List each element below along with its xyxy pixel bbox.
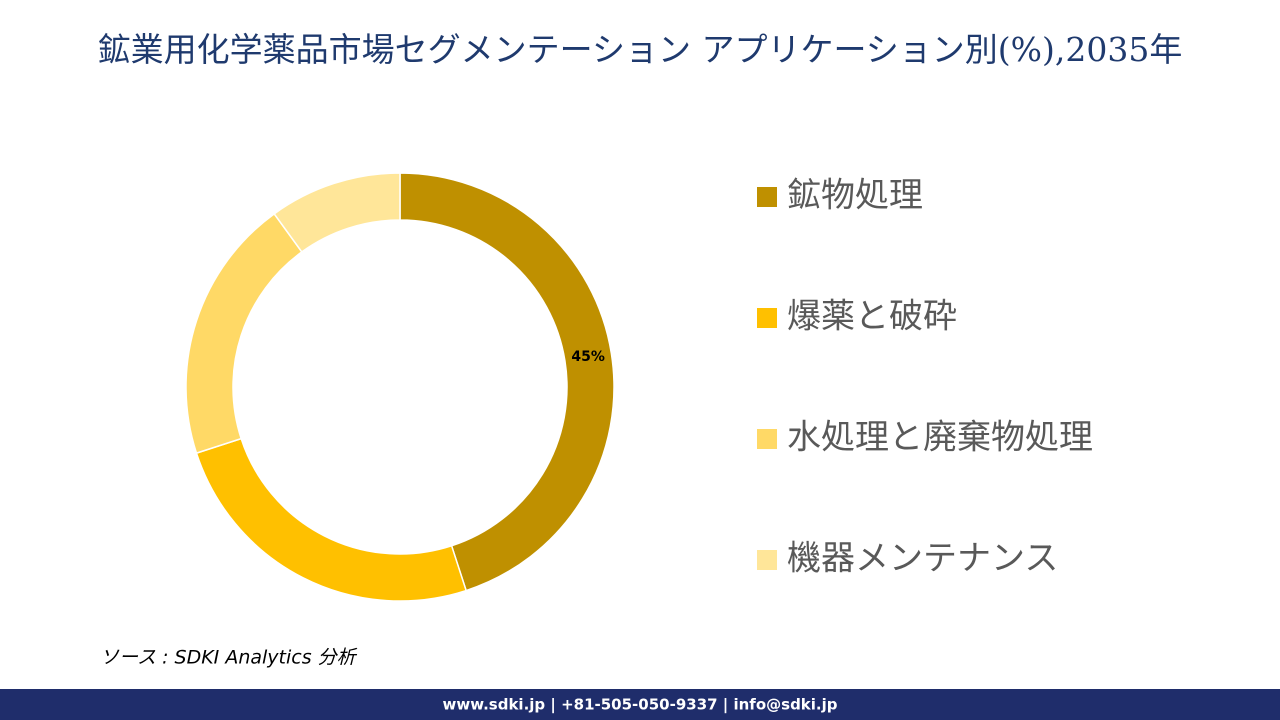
donut-segment (185, 212, 303, 455)
donut-segment (273, 172, 401, 253)
footer-bar (0, 689, 1280, 720)
legend-swatch (757, 187, 777, 207)
legend-label: 水処理と廃棄物処理 (787, 418, 1093, 458)
donut: 45% (185, 172, 615, 602)
legend-swatch (757, 550, 777, 570)
donut-segment (399, 172, 615, 592)
legend-label: 機器メンテナンス (787, 539, 1058, 579)
legend-label: 鉱物処理 (787, 176, 923, 216)
data-label: 45% (571, 349, 605, 365)
source: ソース : SDKI Analytics 分析 (100, 647, 358, 669)
footer-text: www.sdki.jp | +81-505-050-9337 | info@sd… (442, 696, 837, 715)
legend-swatch (757, 429, 777, 449)
donut-segment (195, 437, 468, 602)
legend-swatch (757, 308, 777, 328)
legend-label: 爆薬と破砕 (787, 297, 957, 337)
chart-title: 鉱業用化学薬品市場セグメンテーション アプリケーション別(%),2035年 (98, 30, 1183, 69)
